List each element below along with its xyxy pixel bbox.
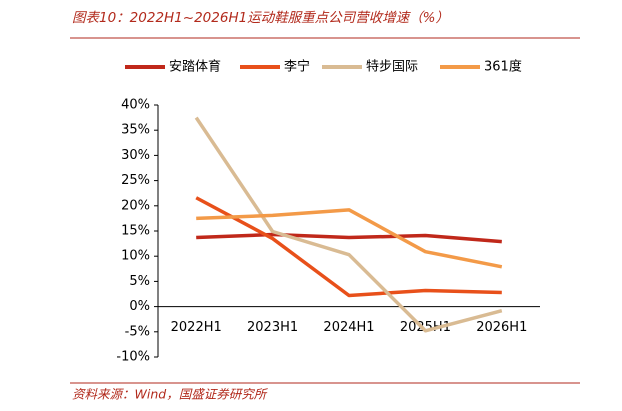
x-tick-label: 2026H1	[476, 320, 527, 335]
series-line	[196, 208, 503, 269]
x-tick-label: 2025H1	[400, 320, 451, 335]
y-tick-label: 10%	[121, 249, 150, 264]
legend-label: 李宁	[284, 59, 310, 75]
x-tick-label: 2022H1	[171, 320, 222, 335]
source: 资料来源：Wind，国盛证券研究所	[72, 387, 269, 402]
x-tick-label: 2024H1	[323, 320, 374, 335]
x-tick-label: 2023H1	[247, 320, 298, 335]
y-tick-label: 0%	[129, 299, 150, 314]
legend-label: 安踏体育	[169, 59, 221, 75]
series-line	[195, 196, 502, 298]
y-tick-label: -10%	[116, 350, 150, 365]
legend-label: 361度	[484, 59, 522, 75]
y-tick-label: 25%	[121, 173, 150, 188]
series-line	[196, 232, 502, 244]
y-tick-label: 20%	[121, 198, 150, 213]
y-tick-label: 30%	[121, 148, 150, 163]
y-tick-label: 5%	[129, 274, 150, 289]
chart-title: 图表10：2022H1~2026H1运动鞋服重点公司营收增速（%）	[72, 10, 449, 26]
y-tick-label: 15%	[121, 224, 150, 239]
y-tick-label: 35%	[121, 123, 150, 138]
y-tick-label: -5%	[125, 324, 150, 339]
y-tick-label: 40%	[121, 98, 150, 113]
series-line	[194, 116, 503, 333]
legend-label: 特步国际	[366, 60, 418, 75]
